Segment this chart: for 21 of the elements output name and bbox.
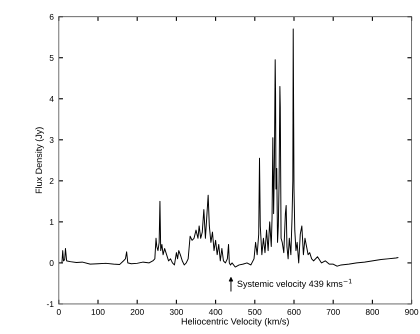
y-tick-label: 1	[50, 219, 54, 225]
x-tick-label: 900	[405, 309, 418, 315]
x-tick-label: 400	[208, 309, 222, 315]
annotation: Systemic velocity 439 kms$^{−1}$	[237, 278, 352, 289]
x-axis-title: Heliocentric Velocity (km/s)	[182, 318, 289, 326]
x-tick-label: 800	[366, 309, 380, 315]
y-tick-label: 2	[50, 178, 54, 184]
x-tick-label: 300	[170, 309, 184, 315]
x-tick-label: 700	[326, 309, 340, 315]
y-tick-label: 4	[49, 96, 54, 102]
y-tick-label: -1	[46, 301, 54, 307]
y-axis-title: Flux Density (Jy)	[35, 127, 44, 194]
y-tick-label: 3	[50, 137, 54, 143]
y-tick-label: 6	[50, 14, 54, 20]
x-tick-label: 500	[248, 309, 262, 315]
y-tick-label: 0	[50, 260, 54, 266]
y-tick-label: 5	[50, 55, 54, 61]
x-tick-label: 100	[92, 309, 105, 315]
x-tick-label: 0	[56, 309, 61, 315]
x-tick-label: 600	[287, 309, 301, 315]
x-tick-label: 200	[130, 309, 144, 315]
